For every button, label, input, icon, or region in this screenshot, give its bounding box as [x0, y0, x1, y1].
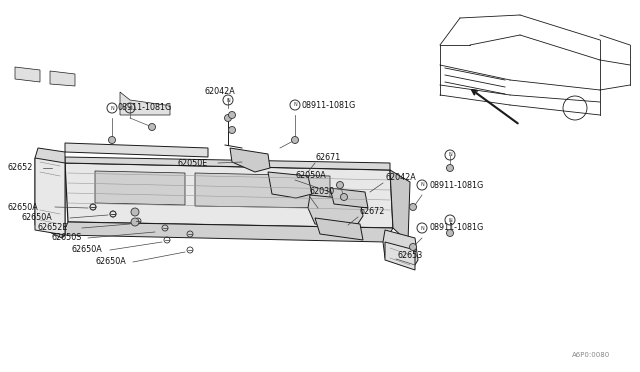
Circle shape — [131, 218, 139, 226]
Polygon shape — [268, 172, 312, 198]
Text: 08911-1081G: 08911-1081G — [118, 103, 172, 112]
Text: N: N — [226, 97, 230, 103]
Circle shape — [228, 126, 236, 134]
Polygon shape — [65, 157, 390, 170]
Text: 62042A: 62042A — [385, 173, 416, 183]
Text: N: N — [420, 183, 424, 187]
Text: 62650A: 62650A — [72, 246, 103, 254]
Text: 62042A: 62042A — [205, 87, 236, 96]
Circle shape — [148, 124, 156, 131]
Polygon shape — [315, 218, 363, 240]
Text: N: N — [128, 106, 132, 110]
Circle shape — [228, 112, 236, 119]
Polygon shape — [62, 222, 393, 242]
Polygon shape — [65, 143, 208, 157]
Text: 62030: 62030 — [310, 187, 335, 196]
Polygon shape — [65, 163, 393, 228]
Text: N: N — [293, 103, 297, 108]
Text: N: N — [420, 225, 424, 231]
Text: 62653: 62653 — [398, 250, 423, 260]
Polygon shape — [330, 188, 368, 208]
Polygon shape — [35, 148, 65, 238]
Polygon shape — [195, 173, 330, 208]
Text: N: N — [110, 106, 114, 110]
Circle shape — [225, 115, 232, 122]
Text: 62650A: 62650A — [22, 214, 52, 222]
Circle shape — [447, 164, 454, 171]
Circle shape — [447, 230, 454, 237]
Text: 62050A: 62050A — [295, 170, 326, 180]
Polygon shape — [383, 230, 418, 268]
Polygon shape — [308, 195, 363, 228]
Polygon shape — [385, 242, 415, 270]
Circle shape — [410, 203, 417, 211]
Circle shape — [340, 193, 348, 201]
Polygon shape — [50, 71, 75, 86]
Text: 62050E: 62050E — [178, 158, 208, 167]
Polygon shape — [95, 171, 185, 205]
Text: 08911-1081G: 08911-1081G — [430, 224, 484, 232]
Polygon shape — [390, 170, 410, 242]
Text: 62650S: 62650S — [52, 234, 83, 243]
Text: 62652E: 62652E — [38, 224, 68, 232]
Circle shape — [337, 182, 344, 189]
Text: 62650A: 62650A — [95, 257, 125, 266]
Text: A6P0:0080: A6P0:0080 — [572, 352, 610, 358]
Text: N: N — [448, 153, 452, 157]
Text: 08911-1081G: 08911-1081G — [430, 180, 484, 189]
Polygon shape — [230, 148, 270, 172]
Polygon shape — [35, 158, 65, 235]
Text: 62650A: 62650A — [8, 202, 39, 212]
Polygon shape — [15, 67, 40, 82]
Circle shape — [131, 208, 139, 216]
Text: 08911-1081G: 08911-1081G — [302, 100, 356, 109]
Circle shape — [291, 137, 298, 144]
Circle shape — [109, 137, 115, 144]
Text: N: N — [448, 218, 452, 222]
Text: 62671: 62671 — [315, 154, 340, 163]
Text: 62672: 62672 — [360, 208, 385, 217]
Text: 62652: 62652 — [8, 164, 33, 173]
Circle shape — [410, 244, 417, 250]
Polygon shape — [120, 92, 170, 115]
